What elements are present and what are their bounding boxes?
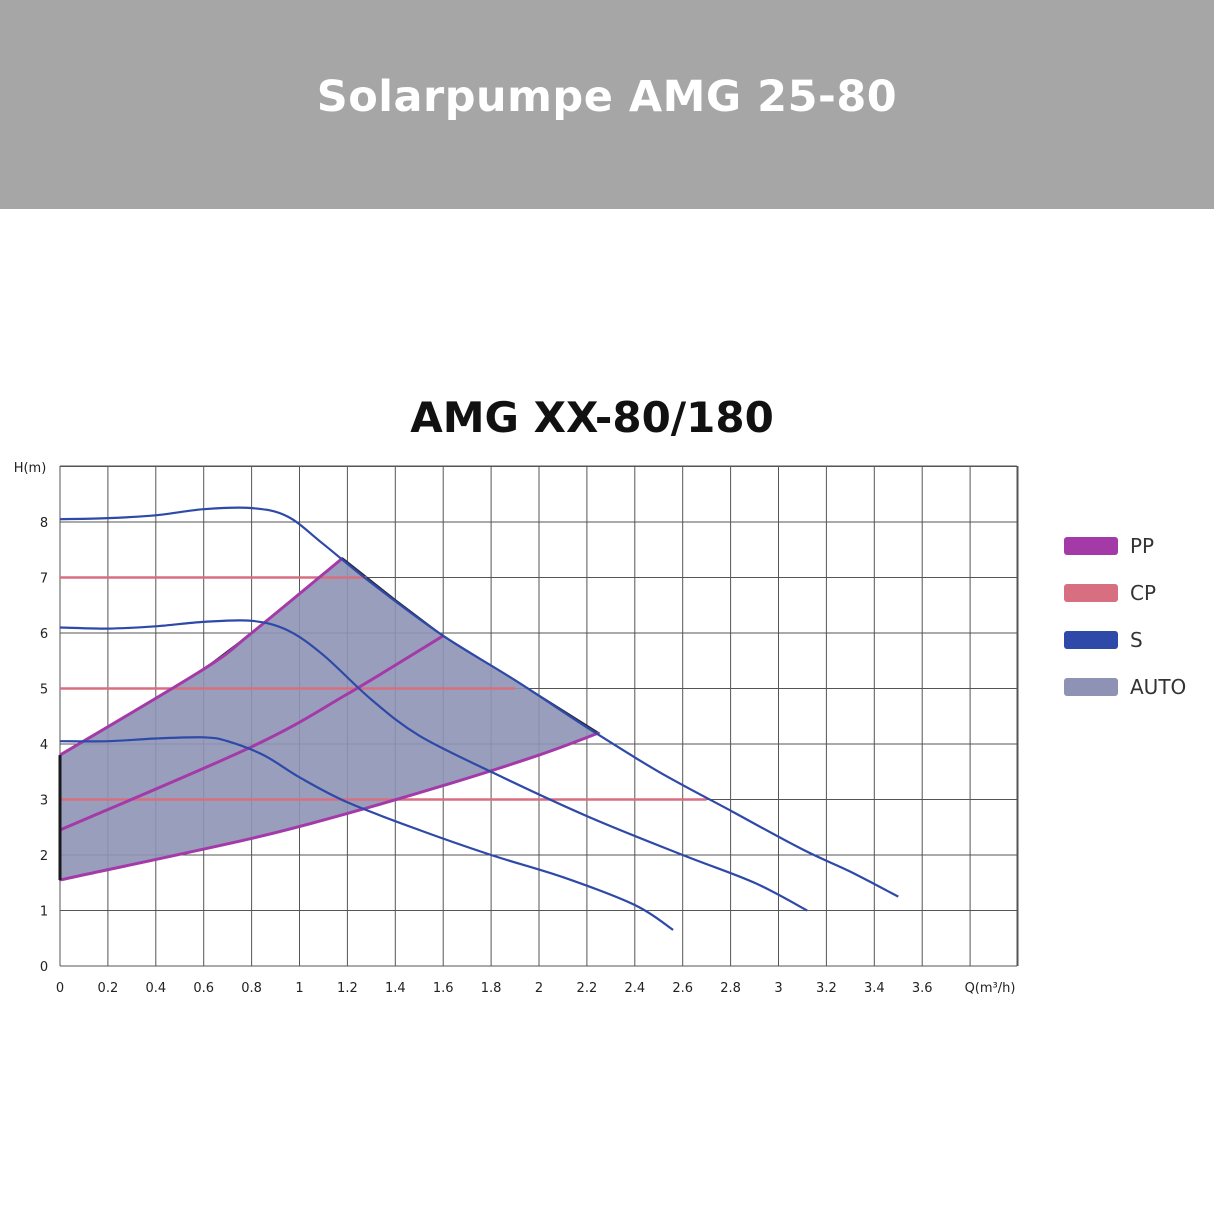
chart-title: AMG XX-80/180 [410, 393, 774, 442]
legend-swatch-cp [1064, 584, 1118, 602]
banner: Solarpumpe AMG 25-80 [0, 0, 1214, 209]
pump-curve-chart: AMG XX-80/180 H(m) Q(m³/h) 0 0.2 0.4 0.6 0.8… [14, 393, 1187, 996]
x-tick-label: 3.2 [816, 981, 837, 996]
s-curve-1 [59, 506, 899, 898]
y-tick-label: 3 [40, 794, 48, 809]
x-tick-label: 2.6 [672, 981, 693, 996]
x-tick-label: 0.8 [241, 981, 262, 996]
pp-line-2 [59, 634, 444, 832]
x-tick-label: 3.6 [912, 981, 933, 996]
x-tick-label: 3.4 [864, 981, 885, 996]
legend-label-pp: PP [1130, 534, 1154, 558]
x-tick-label: 1.2 [337, 981, 358, 996]
pp-line-3 [59, 731, 600, 882]
x-tick-label: 2.4 [624, 981, 645, 996]
legend: PP CP S AUTO [1064, 534, 1186, 699]
banner-title: Solarpumpe AMG 25-80 [316, 72, 898, 122]
legend-swatch-auto [1064, 678, 1118, 696]
auto-area [59, 557, 601, 881]
x-tick-label: 0.2 [98, 981, 119, 996]
x-tick-label: 1.6 [433, 981, 454, 996]
pp-line-1 [59, 556, 344, 757]
y-tick-label: 0 [40, 960, 48, 975]
x-tick-label: 2.2 [577, 981, 598, 996]
s-curve-3 [59, 736, 674, 931]
x-tick-label: 0.6 [193, 981, 214, 996]
y-tick-label: 1 [40, 905, 48, 920]
x-tick-label: 0.4 [145, 981, 166, 996]
s-curve-2 [59, 619, 808, 912]
x-axis-label: Q(m³/h) [965, 981, 1016, 996]
legend-label-s: S [1130, 628, 1143, 652]
x-tick-label: 0 [56, 981, 64, 996]
y-tick-label: 5 [40, 683, 48, 698]
x-tick-label: 1.8 [481, 981, 502, 996]
legend-label-auto: AUTO [1130, 675, 1186, 699]
grid [59, 465, 1019, 967]
y-axis-label: H(m) [14, 461, 47, 476]
legend-swatch-s [1064, 631, 1118, 649]
y-tick-label: 4 [40, 738, 48, 753]
y-tick-label: 2 [40, 849, 48, 864]
x-tick-label: 3 [774, 981, 782, 996]
x-tick-label: 2.8 [720, 981, 741, 996]
x-tick-label: 1.4 [385, 981, 406, 996]
y-tick-label: 8 [40, 516, 48, 531]
legend-swatch-pp [1064, 537, 1118, 555]
x-tick-label: 2 [535, 981, 543, 996]
plot-area: 0 0.2 0.4 0.6 0.8 1 1.2 1.4 1.6 1.8 2 2.2 2.4 2.6 2.8 3… [40, 465, 1019, 996]
legend-label-cp: CP [1130, 581, 1156, 605]
x-tick-label: 1 [295, 981, 303, 996]
y-tick-label: 6 [40, 627, 48, 642]
y-tick-label: 7 [40, 572, 48, 587]
